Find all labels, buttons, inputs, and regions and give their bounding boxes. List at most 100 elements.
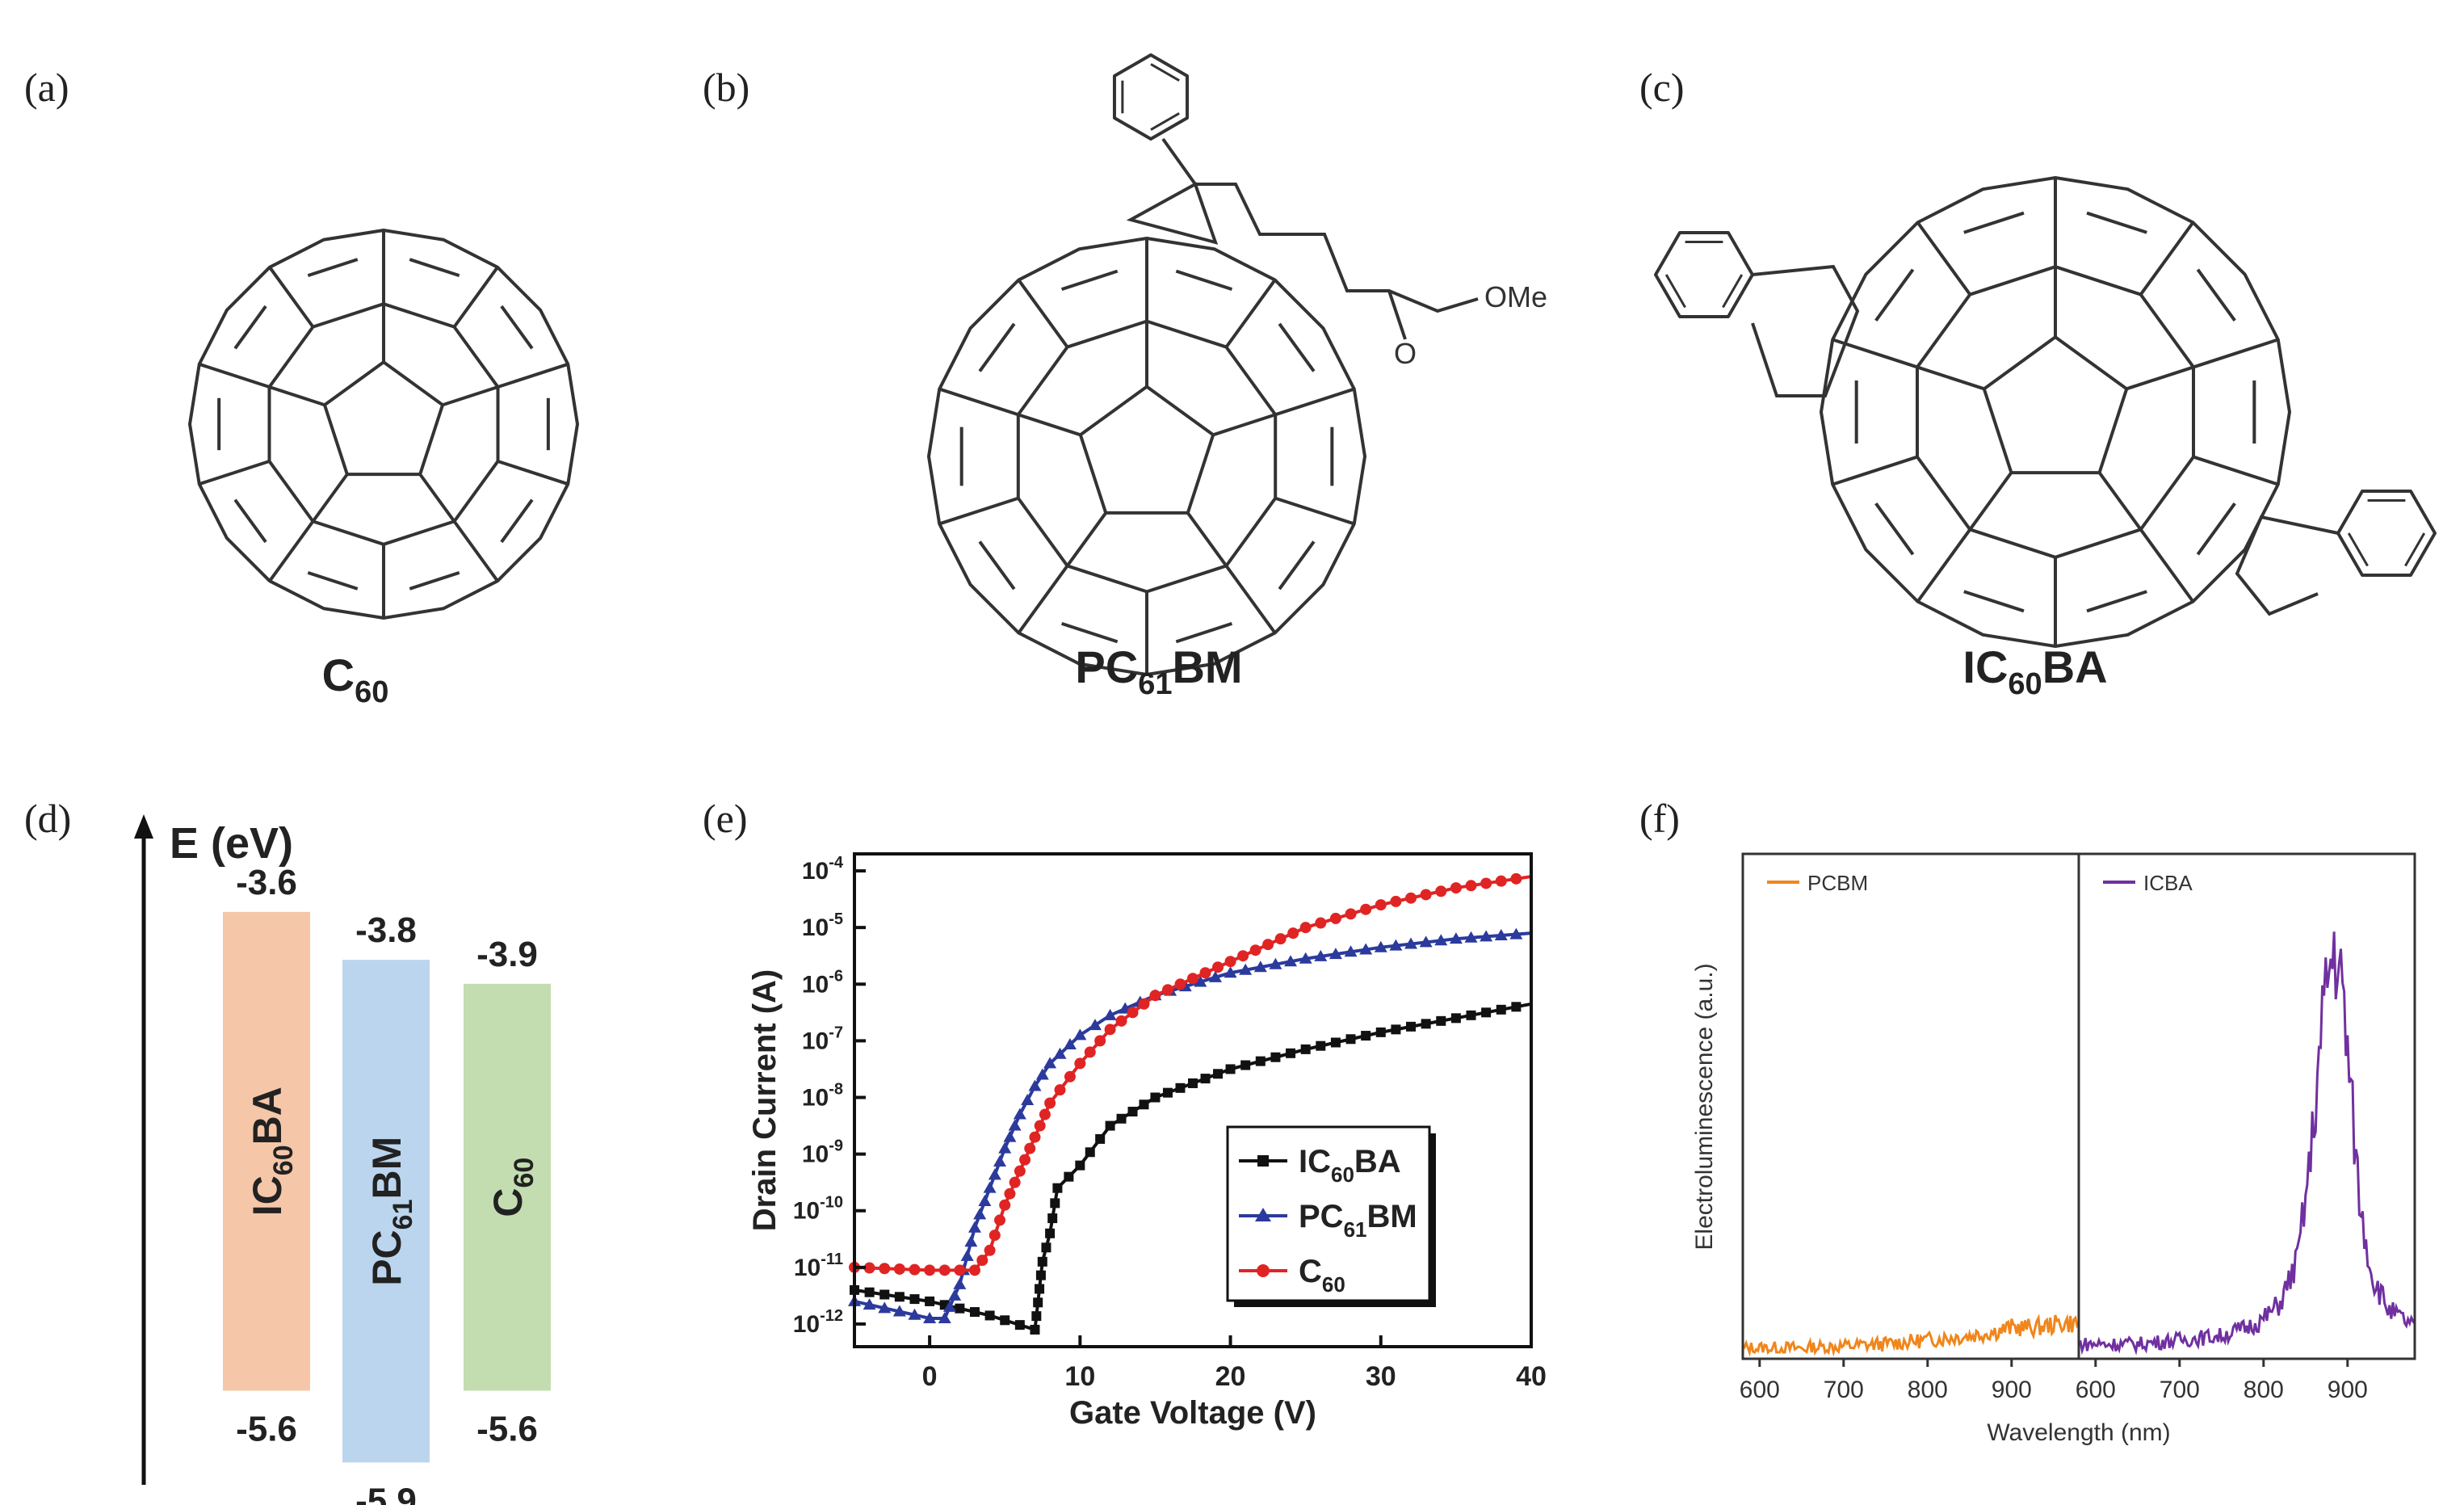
data-point bbox=[964, 1235, 978, 1247]
data-point bbox=[1041, 1242, 1052, 1253]
x-tick-label: 600 bbox=[1740, 1377, 1780, 1403]
data-point bbox=[1033, 1297, 1043, 1308]
cage-double-bond bbox=[2196, 502, 2236, 556]
cage-double-bond bbox=[1278, 322, 1316, 372]
data-point bbox=[908, 1308, 921, 1320]
energy-bar-PC61BM bbox=[342, 960, 430, 1463]
energy-bar-C60 bbox=[464, 983, 551, 1391]
data-point bbox=[1329, 948, 1342, 960]
data-point bbox=[1374, 940, 1387, 952]
cage-bond bbox=[1017, 565, 1069, 634]
cage-double-bond bbox=[1874, 502, 1915, 556]
x-tick-label: 900 bbox=[2328, 1377, 2368, 1403]
x-tick-label: 600 bbox=[2076, 1377, 2116, 1403]
data-point bbox=[1064, 1070, 1076, 1083]
data-point bbox=[1063, 1038, 1077, 1050]
benzene-double-bond bbox=[2347, 532, 2369, 567]
cage-bond bbox=[1274, 496, 1355, 526]
data-point bbox=[1000, 1315, 1010, 1326]
data-point bbox=[1274, 933, 1287, 945]
cage-bond bbox=[2193, 455, 2279, 486]
cage-bond bbox=[1968, 471, 2013, 531]
cage-double-bond bbox=[500, 498, 534, 544]
data-point bbox=[1405, 892, 1417, 904]
energy-axis-arrowhead bbox=[134, 814, 153, 839]
legend-label: ICBA bbox=[2143, 871, 2193, 895]
spectrum-line-PCBM bbox=[1741, 1314, 2080, 1357]
x-tick-label: 20 bbox=[1215, 1361, 1246, 1392]
cage-double-bond bbox=[978, 540, 1016, 591]
cage-bond bbox=[1916, 221, 1971, 296]
legend-marker bbox=[1257, 1264, 1270, 1277]
data-point bbox=[1237, 950, 1249, 962]
data-point bbox=[1039, 1108, 1051, 1120]
bar-name-label: C60 bbox=[485, 1158, 539, 1217]
data-point bbox=[1359, 943, 1373, 955]
cage-double-bond bbox=[409, 258, 460, 277]
bar-name-label: PC61BM bbox=[364, 1137, 418, 1286]
cage-bond bbox=[268, 520, 315, 582]
x-tick-label: 700 bbox=[2160, 1377, 2200, 1403]
data-point bbox=[1389, 939, 1403, 951]
data-point bbox=[1494, 928, 1508, 940]
homo-label: -5.6 bbox=[236, 1409, 297, 1448]
data-point bbox=[1174, 978, 1186, 990]
cage-bond bbox=[1916, 528, 1971, 603]
data-point bbox=[1150, 1092, 1161, 1103]
electroluminescence-chart: PCBM ICBA 600 700 800 900 600 700 800 900 Wavele… bbox=[1691, 852, 2416, 1446]
side-chain bbox=[1161, 137, 1479, 313]
data-point bbox=[1084, 1046, 1096, 1058]
data-point bbox=[1345, 1034, 1356, 1045]
cage-bond bbox=[1065, 511, 1107, 567]
data-point bbox=[1224, 966, 1237, 978]
cage-bond bbox=[452, 520, 499, 582]
cage-double-bond bbox=[1060, 621, 1119, 644]
data-point bbox=[1299, 922, 1312, 934]
data-point bbox=[1003, 1130, 1017, 1142]
data-point bbox=[1095, 1133, 1106, 1144]
data-point bbox=[1284, 955, 1298, 967]
data-point bbox=[938, 1264, 951, 1276]
caption-b: PC61BM bbox=[1075, 641, 1242, 701]
data-point bbox=[1315, 917, 1327, 929]
data-point bbox=[978, 1195, 992, 1207]
cage-double-bond bbox=[307, 571, 359, 591]
data-point bbox=[1047, 1213, 1058, 1224]
x-tick-label: 800 bbox=[2244, 1377, 2284, 1403]
data-point bbox=[1419, 935, 1433, 948]
y-tick-label: 10-6 bbox=[802, 967, 843, 998]
data-point bbox=[893, 1263, 905, 1275]
data-point bbox=[1375, 1027, 1386, 1037]
data-point bbox=[909, 1263, 921, 1276]
data-point bbox=[1450, 882, 1462, 894]
cage-center-pentagon bbox=[1982, 335, 2129, 475]
data-point bbox=[1053, 1047, 1067, 1059]
cage-bond bbox=[1832, 455, 1918, 486]
data-point bbox=[973, 1208, 987, 1220]
lumo-label: -3.9 bbox=[476, 935, 538, 974]
data-point bbox=[1094, 1035, 1106, 1047]
cage-bond bbox=[268, 266, 315, 328]
homo-label: -5.6 bbox=[476, 1409, 538, 1448]
benzene-ring bbox=[1654, 231, 1754, 318]
data-point bbox=[1075, 1160, 1085, 1171]
data-point bbox=[989, 1230, 1001, 1242]
data-point bbox=[942, 1300, 956, 1312]
data-point bbox=[1105, 1120, 1115, 1131]
data-point bbox=[1074, 1057, 1086, 1070]
data-point bbox=[983, 1181, 997, 1193]
y-tick-label: 10-11 bbox=[794, 1251, 843, 1281]
y-axis-title: Electroluminescence (a.u.) bbox=[1691, 963, 1718, 1250]
x-tick-label: 700 bbox=[1824, 1377, 1864, 1403]
x-tick-label: 900 bbox=[1992, 1377, 2032, 1403]
cage-bond bbox=[2139, 528, 2195, 603]
legend-marker bbox=[1255, 1208, 1271, 1221]
cage-bond bbox=[268, 385, 325, 407]
data-point bbox=[863, 1298, 876, 1310]
x-tick-label: 30 bbox=[1366, 1361, 1396, 1392]
data-point bbox=[988, 1168, 1001, 1180]
panel-label-a: (a) bbox=[24, 65, 69, 110]
legend-label: PC61BM bbox=[1299, 1199, 1417, 1242]
data-point bbox=[1035, 1068, 1049, 1080]
data-point bbox=[1085, 1147, 1095, 1158]
